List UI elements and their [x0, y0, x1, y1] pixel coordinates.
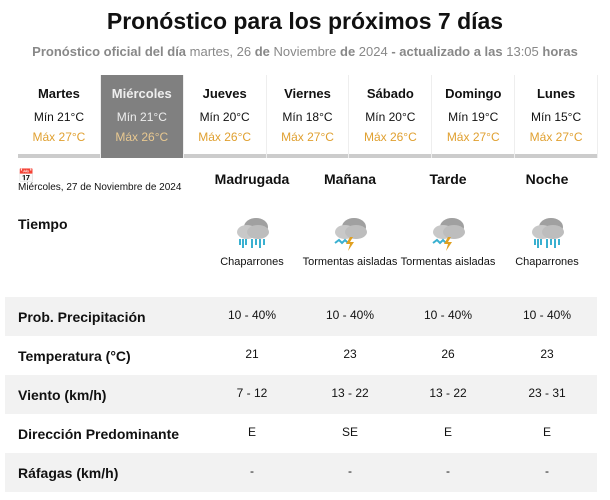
day-name: Viernes	[284, 86, 331, 101]
row-value: SE	[341, 425, 358, 439]
max-temp: Máx 27°C	[446, 130, 500, 144]
thunderstorm-icon	[330, 215, 370, 253]
row-value: 7 - 12	[236, 386, 268, 400]
max-temp: Máx 26°C	[198, 130, 252, 144]
row-value: E	[443, 425, 452, 439]
period-header: Mañana	[323, 171, 377, 187]
subtitle-text: de	[254, 44, 270, 59]
row-value: -	[545, 464, 549, 478]
day-tab[interactable]: Martes Mín 21°C Máx 27°C	[18, 75, 101, 158]
issue-year: 2024	[358, 44, 388, 59]
period-header: Madrugada	[214, 171, 290, 187]
max-temp: Máx 27°C	[281, 130, 334, 144]
period-header: Tarde	[429, 171, 467, 187]
min-temp: Mín 19°C	[448, 110, 499, 124]
min-temp: Mín 18°C	[282, 110, 333, 124]
day-name: Martes	[37, 86, 80, 101]
row-value: 26	[441, 347, 455, 361]
min-temp: Mín 21°C	[116, 110, 167, 124]
row-value: 23 - 31	[528, 386, 566, 400]
day-name: Miércoles	[111, 86, 172, 101]
weather-description: Chaparrones	[220, 256, 284, 268]
subtitle-text: de	[340, 44, 356, 59]
row-value: -	[250, 464, 254, 478]
row-value: 10 - 40%	[522, 308, 572, 322]
row-label: Viento (km/h)	[18, 387, 107, 403]
max-temp: Máx 26°C	[115, 130, 169, 144]
forecast-row: Prob. Precipitación 10 - 40% 10 - 40% 10 - …	[5, 297, 597, 336]
weather-label: Tiempo	[18, 216, 68, 232]
forecast-row: Ráfagas (km/h) - - - -	[5, 453, 597, 492]
subtitle-text: horas	[542, 44, 578, 59]
day-tab[interactable]: Lunes Mín 15°C Máx 27°C	[515, 75, 599, 158]
row-label: Ráfagas (km/h)	[18, 465, 119, 481]
min-temp: Mín 20°C	[365, 110, 416, 124]
subtitle: Pronóstico oficial del día martes, 26 de…	[0, 44, 610, 59]
period-header: Noche	[525, 171, 569, 187]
row-value: 10 - 40%	[227, 308, 277, 322]
row-value: 23	[540, 347, 554, 361]
weather-description: Chaparrones	[515, 256, 579, 268]
max-temp: Máx 27°C	[529, 130, 583, 144]
day-name: Lunes	[536, 86, 576, 101]
row-value: -	[348, 464, 352, 478]
row-value: 13 - 22	[331, 386, 369, 400]
min-temp: Mín 21°C	[33, 110, 84, 124]
row-value: 21	[245, 347, 259, 361]
subtitle-text: Pronóstico oficial del día	[32, 44, 187, 59]
row-value: 13 - 22	[429, 386, 467, 400]
max-temp: Máx 26°C	[363, 130, 417, 144]
day-tab[interactable]: Domingo Mín 19°C Máx 27°C	[432, 75, 516, 158]
day-name: Sábado	[366, 86, 414, 101]
forecast-row: Viento (km/h) 7 - 12 13 - 22 13 - 22 23 - 31	[5, 375, 597, 414]
issue-date: martes, 26	[189, 44, 252, 59]
day-tab[interactable]: Sábado Mín 20°C Máx 26°C	[349, 75, 433, 158]
row-value: 10 - 40%	[325, 308, 375, 322]
page-title: Pronóstico para los próximos 7 días	[106, 8, 504, 34]
min-temp: Mín 15°C	[531, 110, 582, 124]
row-value: E	[247, 425, 256, 439]
forecast-row: Dirección Predominante E SE E E	[5, 414, 597, 453]
row-label: Temperatura (°C)	[18, 348, 131, 364]
detail-date: Miércoles, 27 de Noviembre de 2024	[18, 182, 182, 193]
row-label: Dirección Predominante	[18, 426, 180, 442]
day-tabs: Martes Mín 21°C Máx 27°C Miércoles Mín 21°C M…	[18, 75, 599, 158]
weather-description: Tormentas aisladas	[400, 256, 496, 268]
subtitle-text: - actualizado a las	[391, 44, 503, 59]
row-value: -	[446, 464, 450, 478]
day-tab[interactable]: Jueves Mín 20°C Máx 26°C	[184, 75, 267, 158]
day-name: Domingo	[445, 86, 502, 101]
thunderstorm-icon	[428, 215, 468, 253]
calendar-icon: 📅	[18, 168, 35, 183]
row-label: Prob. Precipitación	[18, 309, 146, 325]
weather-description: Tormentas aisladas	[302, 256, 398, 268]
row-value: 23	[343, 347, 357, 361]
forecast-row: Temperatura (°C) 21 23 26 23	[5, 336, 597, 375]
day-tab[interactable]: Miércoles Mín 21°C Máx 26°C	[100, 75, 184, 158]
issue-month: Noviembre	[273, 44, 337, 59]
day-tab[interactable]: Viernes Mín 18°C Máx 27°C	[267, 75, 350, 158]
min-temp: Mín 20°C	[199, 110, 250, 124]
row-value: E	[542, 425, 551, 439]
rain-cloud-icon	[527, 215, 567, 253]
update-time: 13:05	[506, 44, 539, 59]
day-name: Jueves	[202, 86, 247, 101]
max-temp: Máx 27°C	[32, 130, 86, 144]
row-value: 10 - 40%	[423, 308, 473, 322]
rain-cloud-icon	[232, 215, 272, 253]
